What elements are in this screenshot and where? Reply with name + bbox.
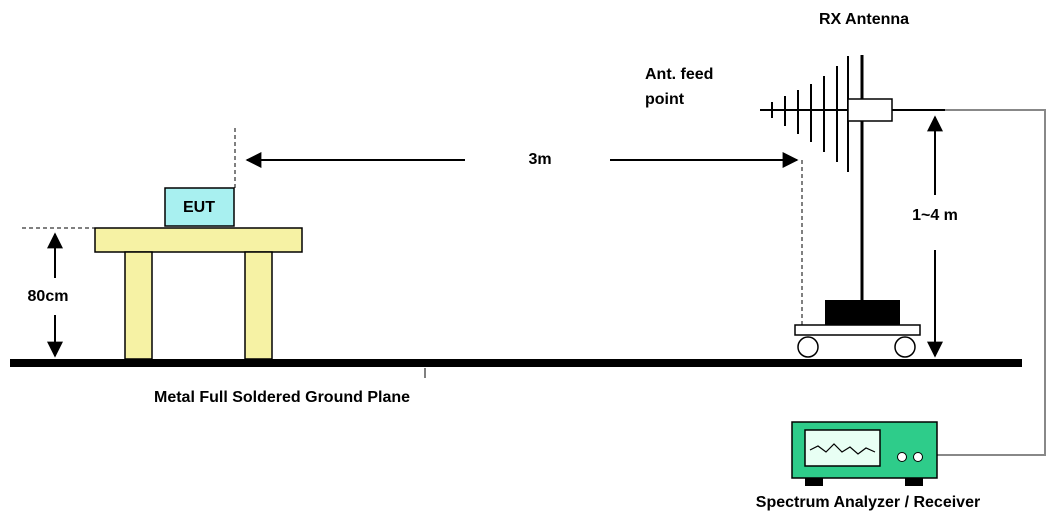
wheel — [797, 336, 819, 358]
ground-plane-label: Metal Full Soldered Ground Plane — [154, 389, 410, 406]
eut-label: EUT — [183, 199, 215, 216]
analyzer-trace — [809, 443, 876, 455]
distance-label: 3m — [528, 151, 551, 168]
antenna-height-label: 1~4 m — [912, 207, 958, 224]
wheel — [894, 336, 916, 358]
cart-block — [825, 300, 900, 325]
table-height-label: 80cm — [28, 288, 69, 305]
cable — [935, 109, 1046, 456]
ground-plane — [10, 359, 1022, 367]
analyzer-foot — [805, 478, 823, 486]
feed-point-label: Ant. feed — [645, 66, 713, 83]
cart-platform — [794, 324, 921, 336]
rx-antenna-label: RX Antenna — [819, 11, 909, 28]
table-leg — [244, 251, 273, 360]
analyzer-screen — [804, 429, 881, 467]
analyzer-knob — [913, 452, 923, 462]
feed-box — [847, 98, 893, 122]
table-leg — [124, 251, 153, 360]
eut-box — [164, 187, 235, 227]
analyzer-label: Spectrum Analyzer / Receiver — [756, 494, 980, 511]
table-top — [94, 227, 303, 253]
analyzer-foot — [905, 478, 923, 486]
analyzer-knob — [897, 452, 907, 462]
feed-point-label: point — [645, 91, 685, 108]
antenna-elements — [771, 56, 849, 172]
